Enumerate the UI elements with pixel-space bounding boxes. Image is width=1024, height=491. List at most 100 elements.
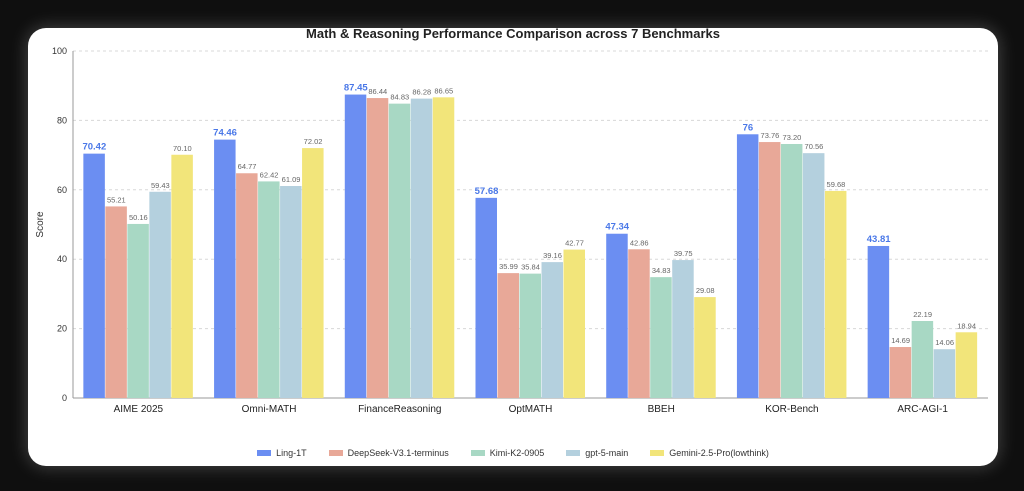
- x-tick-label: Omni-MATH: [242, 404, 297, 415]
- legend-label: Kimi-K2-0905: [489, 448, 545, 458]
- legend-item: Kimi-K2-0905: [470, 448, 545, 458]
- data-label: 59.68: [827, 180, 846, 189]
- data-label: 14.06: [935, 338, 954, 347]
- data-label: 72.02: [304, 137, 323, 146]
- bar: [541, 262, 563, 398]
- legend-swatch: [566, 450, 581, 456]
- bar: [497, 273, 519, 398]
- y-tick-label: 20: [57, 324, 67, 334]
- bar: [236, 173, 258, 398]
- data-label: 55.21: [107, 195, 126, 204]
- bar: [889, 347, 912, 398]
- bar: [955, 332, 978, 398]
- bar: [149, 191, 171, 398]
- x-tick-label: OptMATH: [509, 404, 553, 415]
- data-label: 29.08: [696, 286, 715, 295]
- data-label: 64.77: [238, 162, 257, 171]
- data-label: 73.76: [761, 131, 780, 140]
- bar: [911, 321, 934, 398]
- bar: [933, 349, 956, 398]
- data-label: 50.16: [129, 213, 148, 222]
- legend-label: gpt-5-main: [585, 448, 629, 458]
- bar: [280, 186, 302, 398]
- chart-title: Math & Reasoning Performance Comparison …: [306, 28, 720, 41]
- bar: [672, 260, 694, 398]
- data-label: 86.44: [368, 87, 387, 96]
- data-label: 39.16: [543, 251, 562, 260]
- legend-item: gpt-5-main: [566, 448, 628, 458]
- data-label: 35.84: [521, 263, 540, 272]
- data-label: 39.75: [674, 249, 693, 258]
- data-label: 70.56: [805, 142, 824, 151]
- x-tick-label: ARC-AGI-1: [897, 404, 948, 415]
- bar: [606, 233, 628, 398]
- legend-label: Gemini-2.5-Pro(lowthink): [669, 448, 769, 458]
- data-label: 84.83: [390, 93, 409, 102]
- data-label: 18.94: [957, 321, 976, 330]
- legend-swatch: [257, 450, 272, 456]
- x-tick-label: BBEH: [648, 404, 675, 415]
- data-label: 35.99: [499, 262, 518, 271]
- data-label: 22.19: [913, 310, 932, 319]
- bar: [802, 153, 825, 398]
- y-axis-label: Score: [35, 211, 46, 238]
- data-label: 42.77: [565, 239, 584, 248]
- legend: Ling-1T DeepSeek-V3.1-terminus Kimi-K2-090…: [28, 448, 998, 458]
- x-tick-label: KOR-Bench: [765, 404, 818, 415]
- bar: [694, 297, 716, 398]
- bar: [758, 142, 781, 398]
- bar: [780, 143, 803, 398]
- bar: [366, 98, 389, 399]
- legend-label: DeepSeek-V3.1-terminus: [347, 448, 449, 458]
- data-label: 42.86: [630, 238, 649, 247]
- bar: [736, 134, 759, 398]
- data-label: 61.09: [282, 175, 301, 184]
- x-tick-label: FinanceReasoning: [358, 404, 441, 415]
- bar: [258, 181, 280, 398]
- bar: [824, 190, 847, 398]
- data-label: 74.46: [213, 128, 237, 139]
- y-tick-label: 80: [57, 115, 67, 125]
- legend-item: Gemini-2.5-Pro(lowthink): [650, 448, 769, 458]
- data-label: 87.45: [344, 83, 368, 94]
- legend-swatch: [328, 450, 343, 456]
- bar: [519, 273, 541, 398]
- data-label: 14.69: [891, 336, 910, 345]
- legend-item: Ling-1T: [257, 448, 307, 458]
- bar: [650, 277, 672, 398]
- y-tick-label: 100: [52, 46, 67, 56]
- data-label: 86.65: [434, 86, 453, 95]
- bar: [105, 206, 127, 398]
- bar: [344, 94, 367, 399]
- bar: [563, 249, 585, 398]
- bar: [432, 97, 455, 399]
- data-label: 73.20: [783, 133, 802, 142]
- bar: [214, 139, 236, 398]
- bar: [171, 154, 193, 398]
- bar: [410, 98, 433, 398]
- data-label: 59.43: [151, 181, 170, 190]
- data-label: 70.10: [173, 144, 192, 153]
- data-label: 47.34: [605, 222, 629, 233]
- chart-card: Math & Reasoning Performance Comparison …: [28, 28, 998, 466]
- data-label: 57.68: [475, 186, 499, 197]
- data-label: 43.81: [867, 234, 891, 245]
- y-tick-label: 60: [57, 185, 67, 195]
- legend-item: DeepSeek-V3.1-terminus: [328, 448, 449, 458]
- bar: [388, 103, 411, 399]
- bar: [628, 249, 650, 398]
- data-label: 76: [743, 122, 754, 133]
- bar: [475, 197, 497, 398]
- legend-swatch: [470, 450, 485, 456]
- y-tick-label: 0: [62, 393, 67, 403]
- bar: [83, 153, 105, 398]
- data-label: 62.42: [260, 170, 279, 179]
- bar: [302, 148, 324, 398]
- data-label: 34.83: [652, 266, 671, 275]
- data-label: 86.28: [412, 88, 431, 97]
- data-label: 70.42: [82, 142, 106, 153]
- x-tick-label: AIME 2025: [114, 404, 164, 415]
- legend-swatch: [650, 450, 665, 456]
- bar: [127, 223, 149, 398]
